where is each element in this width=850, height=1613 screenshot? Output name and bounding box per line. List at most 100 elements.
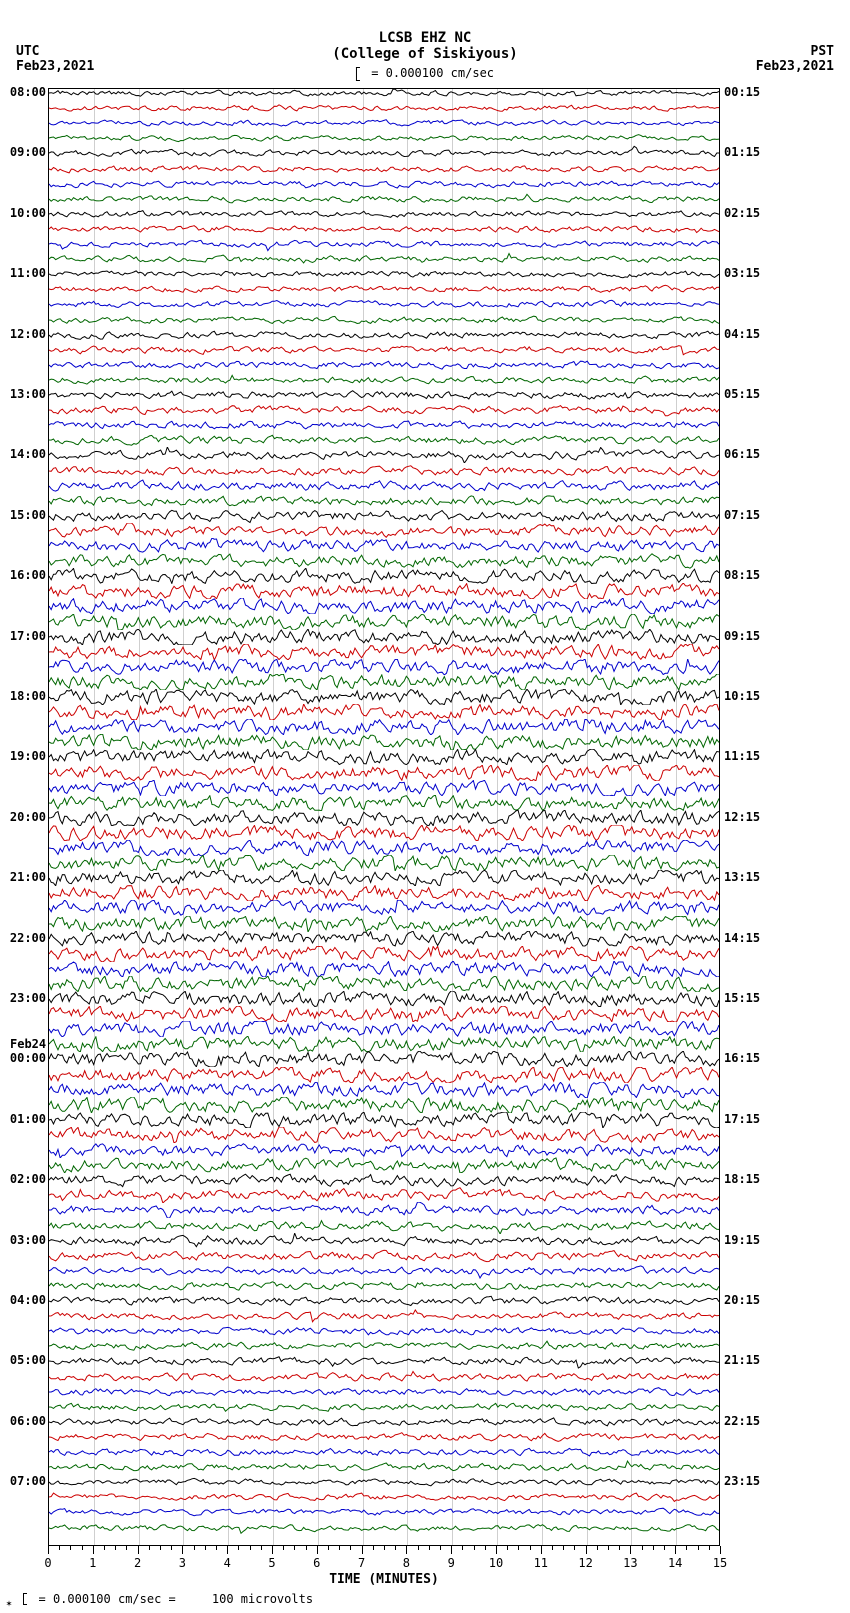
xaxis-tick-label: 5: [268, 1556, 275, 1570]
xaxis-tick-label: 8: [403, 1556, 410, 1570]
xaxis-tick-minor: [350, 1546, 351, 1550]
xaxis-tick-minor: [59, 1546, 60, 1550]
seismogram-trace: [49, 432, 719, 448]
xaxis-tick-label: 13: [623, 1556, 637, 1570]
seismogram-trace: [49, 553, 719, 569]
seismogram-trace: [49, 1399, 719, 1415]
seismogram-trace: [49, 1097, 719, 1113]
seismogram-trace: [49, 145, 719, 161]
xaxis-tick-minor: [485, 1546, 486, 1550]
pst-hour-label: 08:15: [724, 568, 768, 582]
xaxis-tick-label: 12: [578, 1556, 592, 1570]
seismogram-trace: [49, 749, 719, 765]
seismogram-trace: [49, 1429, 719, 1445]
seismogram-trace: [49, 342, 719, 358]
seismogram-trace: [49, 704, 719, 720]
seismogram-trace: [49, 598, 719, 614]
xaxis-tick-minor: [115, 1546, 116, 1550]
seismogram-trace: [49, 1202, 719, 1218]
seismogram-trace: [49, 1504, 719, 1520]
seismogram-trace: [49, 810, 719, 826]
xaxis-tick-label: 2: [134, 1556, 141, 1570]
utc-hour-label: 23:00: [2, 991, 46, 1005]
seismogram-trace: [49, 1187, 719, 1203]
pst-hour-label: 01:15: [724, 145, 768, 159]
pst-hour-label: 05:15: [724, 387, 768, 401]
seismogram-trace: [49, 523, 719, 539]
xaxis-tick-minor: [518, 1546, 519, 1550]
xaxis-tick-minor: [574, 1546, 575, 1550]
pst-hour-label: 19:15: [724, 1233, 768, 1247]
seismogram-trace: [49, 372, 719, 388]
tz-right-date: Feb23,2021: [756, 59, 834, 74]
seismogram-trace: [49, 1414, 719, 1430]
xaxis-tick-label: 6: [313, 1556, 320, 1570]
seismogram-trace: [49, 463, 719, 479]
footer-bar-icon: [23, 1593, 27, 1605]
seismogram-trace: [49, 266, 719, 282]
xaxis-tick-label: 1: [89, 1556, 96, 1570]
pst-hour-label: 12:15: [724, 810, 768, 824]
utc-hour-label: 06:00: [2, 1414, 46, 1428]
pst-hour-label: 10:15: [724, 689, 768, 703]
xaxis-tick-minor: [261, 1546, 262, 1550]
xaxis-tick: [93, 1546, 94, 1554]
utc-hour-label: 19:00: [2, 749, 46, 763]
scale-text: = 0.000100 cm/sec: [371, 66, 494, 80]
xaxis-tick-minor: [194, 1546, 195, 1550]
footer-scale: ✶ = 0.000100 cm/sec = 100 microvolts: [6, 1592, 313, 1609]
seismogram-trace: [49, 1082, 719, 1098]
xaxis-tick: [541, 1546, 542, 1554]
utc-hour-label: 04:00: [2, 1293, 46, 1307]
xaxis-tick-minor: [306, 1546, 307, 1550]
seismogram-trace: [49, 1006, 719, 1022]
xaxis-tick-label: 14: [668, 1556, 682, 1570]
seismogram-trace: [49, 1036, 719, 1052]
utc-hour-label: 01:00: [2, 1112, 46, 1126]
seismogram-trace: [49, 1520, 719, 1536]
x-axis-title: TIME (MINUTES): [329, 1572, 439, 1587]
seismogram-trace: [49, 961, 719, 977]
footer-text-left: = 0.000100 cm/sec =: [39, 1592, 176, 1606]
utc-hour-label: 09:00: [2, 145, 46, 159]
utc-hour-label: 18:00: [2, 689, 46, 703]
seismogram-trace: [49, 840, 719, 856]
helicorder-plot: [48, 88, 720, 1546]
xaxis-tick: [227, 1546, 228, 1554]
seismogram-trace: [49, 674, 719, 690]
seismogram-trace: [49, 629, 719, 645]
pst-hour-label: 14:15: [724, 931, 768, 945]
xaxis-tick-minor: [384, 1546, 385, 1550]
xaxis-tick: [675, 1546, 676, 1554]
seismogram-trace: [49, 1353, 719, 1369]
xaxis-tick-label: 9: [448, 1556, 455, 1570]
utc-hour-label: 17:00: [2, 629, 46, 643]
utc-hour-label: 20:00: [2, 810, 46, 824]
xaxis-tick-minor: [216, 1546, 217, 1550]
seismogram-trace: [49, 251, 719, 267]
seismogram-trace: [49, 780, 719, 796]
seismogram-trace: [49, 402, 719, 418]
xaxis-tick: [451, 1546, 452, 1554]
utc-hour-label: 14:00: [2, 447, 46, 461]
xaxis-tick-minor: [507, 1546, 508, 1550]
tz-left-code: UTC: [16, 44, 94, 59]
xaxis-tick: [138, 1546, 139, 1554]
seismogram-trace: [49, 1142, 719, 1158]
seismogram-trace: [49, 1051, 719, 1067]
seismogram-trace: [49, 765, 719, 781]
xaxis-tick-minor: [250, 1546, 251, 1550]
xaxis-tick: [48, 1546, 49, 1554]
xaxis-tick-minor: [619, 1546, 620, 1550]
seismogram-trace: [49, 1263, 719, 1279]
seismogram-trace: [49, 644, 719, 660]
timezone-left: UTC Feb23,2021: [16, 44, 94, 74]
seismogram-trace: [49, 855, 719, 871]
xaxis-tick-minor: [664, 1546, 665, 1550]
seismogram-trace: [49, 931, 719, 947]
xaxis-tick-minor: [474, 1546, 475, 1550]
xaxis-tick-minor: [709, 1546, 710, 1550]
xaxis-tick-minor: [429, 1546, 430, 1550]
seismogram-trace: [49, 1293, 719, 1309]
xaxis-tick-minor: [698, 1546, 699, 1550]
